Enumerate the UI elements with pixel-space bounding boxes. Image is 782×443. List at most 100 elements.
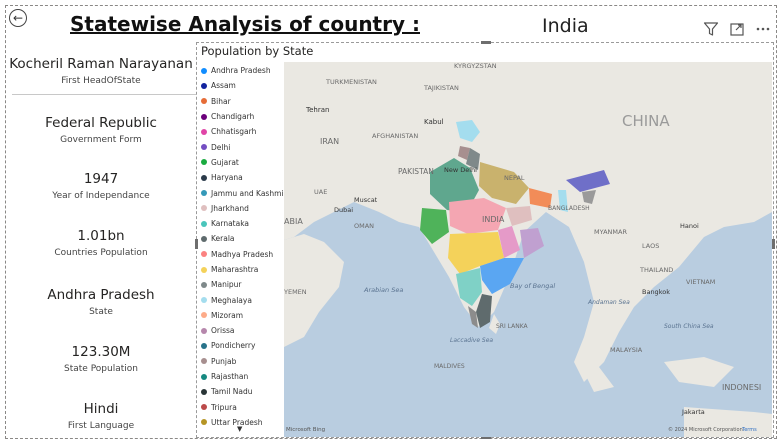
legend-item[interactable]: Uttar Pradesh bbox=[201, 415, 283, 430]
more-options-icon[interactable] bbox=[754, 20, 772, 38]
legend-color-dot bbox=[201, 404, 207, 411]
card-first-head-of-state: Kocheril Raman Narayanan First HeadOfSta… bbox=[6, 56, 196, 86]
card-government-form: Federal Republic Government Form bbox=[6, 115, 196, 145]
label-sri-lanka: SRI LANKA bbox=[496, 323, 529, 330]
legend-label: Uttar Pradesh bbox=[211, 417, 263, 427]
population-map-visual[interactable]: Population by State Andhra Pradesh Assam B… bbox=[195, 41, 775, 439]
legend-color-dot bbox=[201, 190, 207, 197]
legend-label: Chandigarh bbox=[211, 112, 255, 122]
legend-item[interactable]: Karnataka bbox=[201, 216, 283, 231]
state-uttar-pradesh[interactable] bbox=[479, 162, 529, 204]
label-new-delhi: New Delhi bbox=[444, 166, 477, 174]
card-value: Andhra Pradesh bbox=[47, 287, 155, 303]
legend-label: Tamil Nadu bbox=[211, 387, 253, 397]
card-label: First HeadOfState bbox=[61, 76, 141, 86]
label-vietnam: VIETNAM bbox=[686, 278, 715, 286]
legend-item[interactable]: Jammu and Kashmir bbox=[201, 185, 287, 200]
legend-label: Kerala bbox=[211, 234, 235, 244]
card-country-population: 1.01bn Countries Population bbox=[6, 228, 196, 258]
label-bangkok: Bangkok bbox=[642, 288, 670, 296]
back-arrow-icon[interactable]: ← bbox=[9, 9, 27, 27]
state-gujarat[interactable] bbox=[420, 208, 449, 244]
label-andaman-sea: Andaman Sea bbox=[587, 299, 630, 306]
state-kerala[interactable] bbox=[468, 306, 478, 328]
legend-label: Meghalaya bbox=[211, 295, 252, 305]
label-pakistan: PAKISTAN bbox=[398, 167, 434, 176]
state-madhya-pradesh[interactable] bbox=[449, 198, 506, 234]
resize-handle[interactable] bbox=[481, 41, 491, 44]
legend-label: Orissa bbox=[211, 326, 235, 336]
legend-item[interactable]: Kerala bbox=[201, 231, 283, 246]
state-maharashtra[interactable] bbox=[448, 232, 504, 274]
legend-label: Gujarat bbox=[211, 157, 239, 167]
state-jharkhand[interactable] bbox=[506, 206, 532, 226]
land-asia bbox=[284, 62, 772, 327]
state-orissa[interactable] bbox=[520, 228, 544, 258]
state-punjab[interactable] bbox=[458, 146, 470, 160]
legend-item[interactable]: Bihar bbox=[201, 94, 283, 109]
legend-item[interactable]: Meghalaya bbox=[201, 292, 283, 307]
legend-label: Punjab bbox=[211, 356, 237, 366]
legend-item[interactable]: Andhra Pradesh bbox=[201, 63, 283, 78]
legend-label: Assam bbox=[211, 81, 236, 91]
label-south-china-sea: South China Sea bbox=[664, 323, 714, 330]
state-meghalaya[interactable] bbox=[558, 190, 568, 212]
legend-item[interactable]: Jharkhand bbox=[201, 201, 283, 216]
legend-item[interactable]: Haryana bbox=[201, 170, 283, 185]
card-first-language: Hindi First Language bbox=[6, 401, 196, 431]
state-manipur[interactable] bbox=[582, 190, 596, 204]
visual-toolbar bbox=[702, 20, 772, 38]
legend-color-dot bbox=[201, 128, 207, 135]
state-jammu-kashmir[interactable] bbox=[456, 120, 480, 142]
legend-item[interactable]: Tamil Nadu bbox=[201, 384, 283, 399]
filter-icon[interactable] bbox=[702, 20, 720, 38]
legend-item[interactable]: Tripura bbox=[201, 400, 283, 415]
map-terms-link[interactable]: Terms bbox=[741, 427, 757, 433]
state-haryana[interactable] bbox=[466, 148, 480, 170]
legend-item[interactable]: Rajasthan bbox=[201, 369, 283, 384]
map-canvas[interactable]: KYRGYZSTAN TURKMENISTAN TAJIKISTAN Tehra… bbox=[284, 62, 772, 437]
state-rajasthan[interactable] bbox=[430, 158, 479, 212]
resize-handle[interactable] bbox=[772, 239, 775, 249]
state-bihar[interactable] bbox=[529, 188, 552, 208]
legend-scroll-down-icon[interactable]: ▼ bbox=[237, 425, 243, 433]
legend-item[interactable]: Assam bbox=[201, 78, 283, 93]
legend-item[interactable]: Maharashtra bbox=[201, 262, 283, 277]
resize-handle[interactable] bbox=[195, 239, 198, 249]
legend-item[interactable]: Delhi bbox=[201, 139, 283, 154]
legend-color-dot bbox=[201, 373, 207, 380]
card-state: Andhra Pradesh State bbox=[6, 287, 196, 317]
legend-item[interactable]: Madhya Pradesh bbox=[201, 247, 283, 262]
legend-item[interactable]: Punjab bbox=[201, 354, 283, 369]
state-chhattisgarh[interactable] bbox=[498, 226, 520, 258]
label-yemen: YEMEN bbox=[284, 288, 307, 296]
label-laos: LAOS bbox=[642, 242, 659, 250]
card-divider bbox=[12, 94, 197, 95]
land-malaysia bbox=[579, 362, 614, 392]
state-karnataka[interactable] bbox=[456, 268, 482, 306]
label-dubai: Dubai bbox=[334, 206, 353, 214]
legend-item[interactable]: Gujarat bbox=[201, 155, 283, 170]
card-label: Countries Population bbox=[54, 248, 148, 258]
legend-item[interactable]: Manipur bbox=[201, 277, 283, 292]
label-afghanistan: AFGHANISTAN bbox=[372, 132, 418, 140]
label-uae: UAE bbox=[314, 188, 327, 196]
card-value: Hindi bbox=[83, 401, 119, 417]
legend-item[interactable]: Chhatisgarh bbox=[201, 124, 283, 139]
legend-item[interactable]: Chandigarh bbox=[201, 109, 283, 124]
legend-label: Jammu and Kashmir bbox=[211, 188, 287, 198]
legend-item[interactable]: Pondicherry bbox=[201, 338, 283, 353]
state-assam[interactable] bbox=[566, 170, 610, 192]
state-tamil-nadu[interactable] bbox=[476, 294, 492, 328]
legend-color-dot bbox=[201, 297, 207, 304]
focus-mode-icon[interactable] bbox=[728, 20, 746, 38]
resize-handle[interactable] bbox=[481, 436, 491, 439]
legend-item[interactable]: Mizoram bbox=[201, 308, 283, 323]
legend-color-dot bbox=[201, 281, 207, 288]
legend-color-dot bbox=[201, 266, 207, 273]
land-southeast-asia bbox=[546, 62, 772, 382]
state-andhra-pradesh[interactable] bbox=[480, 258, 524, 294]
legend-label: Jharkhand bbox=[211, 203, 249, 213]
legend-label: Delhi bbox=[211, 142, 231, 152]
legend-item[interactable]: Orissa bbox=[201, 323, 283, 338]
